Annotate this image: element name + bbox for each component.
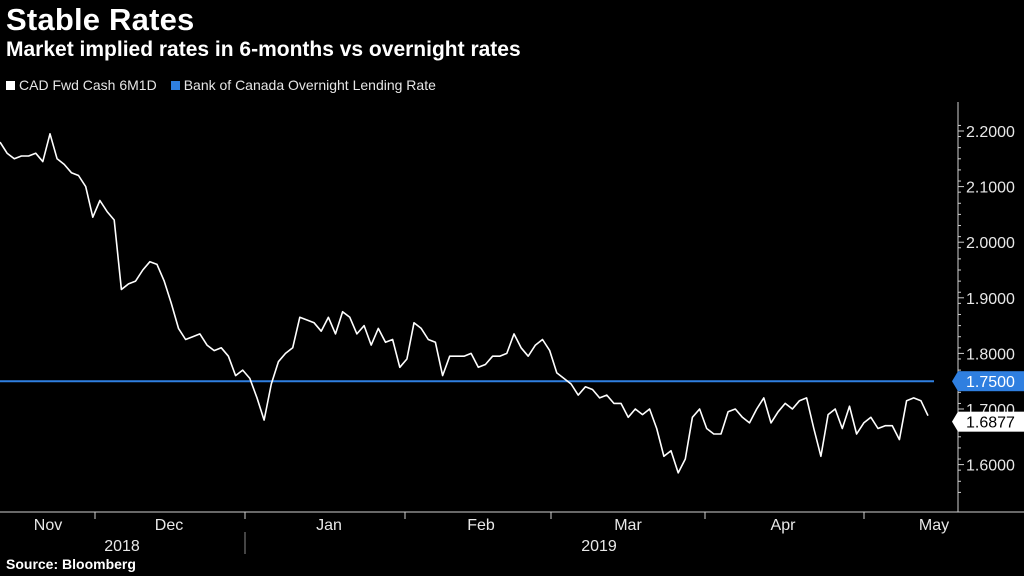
y-tick-label: 2.0000 [966, 235, 1015, 252]
x-month-label: May [919, 517, 949, 534]
x-month-label: Mar [614, 517, 642, 534]
last-value-tag-boc-rate-pointer [952, 371, 958, 392]
legend-swatch-blue [170, 80, 180, 90]
series-line-cad-fwd [0, 133, 929, 474]
x-year-label: 2019 [581, 538, 617, 555]
y-tick-label: 1.8000 [966, 346, 1015, 363]
x-month-label: Dec [155, 517, 183, 534]
legend-item-boc-rate: Bank of Canada Overnight Lending Rate [170, 77, 436, 93]
x-month-label: Jan [316, 517, 342, 534]
legend-label-cad-fwd: CAD Fwd Cash 6M1D [19, 77, 157, 93]
legend: CAD Fwd Cash 6M1D Bank of Canada Overnig… [6, 77, 436, 93]
last-value-tag-boc-rate-bg [958, 371, 1024, 392]
y-tick-label: 1.9000 [966, 291, 1015, 308]
legend-label-boc-rate: Bank of Canada Overnight Lending Rate [183, 77, 436, 93]
chart-subtitle: Market implied rates in 6-months vs over… [6, 38, 521, 61]
last-value-tag-cad-fwd-bg [958, 411, 1024, 432]
x-month-label: Apr [771, 517, 797, 534]
y-tick-label: 2.1000 [966, 180, 1015, 197]
y-tick-label: 2.2000 [966, 124, 1015, 141]
y-tick-label: 1.6000 [966, 458, 1015, 475]
last-value-tag-cad-fwd: 1.6877 [952, 411, 1024, 432]
x-year-label: 2018 [104, 538, 140, 555]
legend-swatch-white [6, 80, 15, 90]
x-month-label: Nov [34, 517, 62, 534]
legend-item-cad-fwd: CAD Fwd Cash 6M1D [6, 77, 157, 93]
last-value-tag-cad-fwd-text: 1.6877 [966, 415, 1015, 432]
x-month-label: Feb [467, 517, 495, 534]
last-value-tag-cad-fwd-pointer [952, 411, 958, 432]
last-value-tag-boc-rate: 1.7500 [952, 371, 1024, 392]
last-value-tag-boc-rate-text: 1.7500 [966, 374, 1015, 391]
chart-title: Stable Rates [6, 2, 195, 37]
source-note: Source: Bloomberg [6, 556, 136, 572]
